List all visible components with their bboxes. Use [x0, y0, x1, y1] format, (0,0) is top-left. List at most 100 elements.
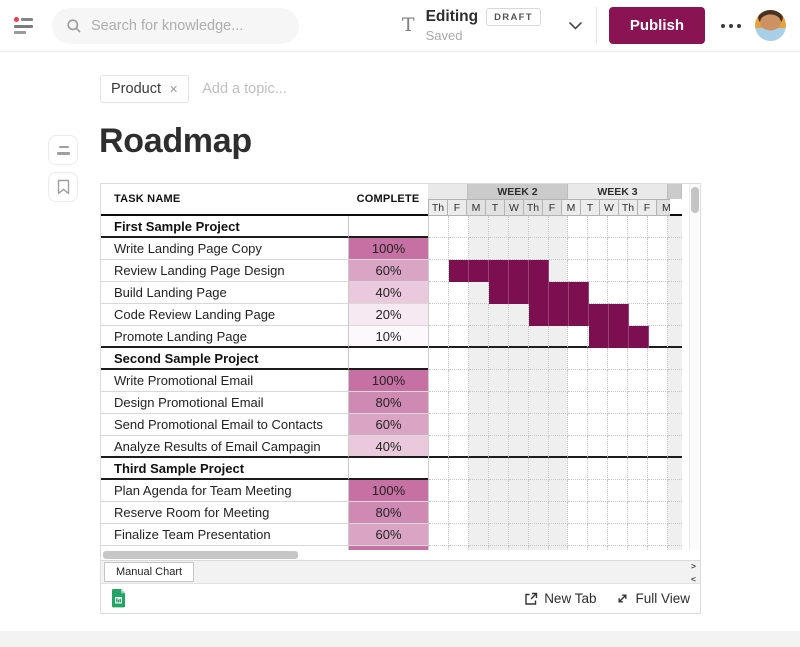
vertical-scrollbar[interactable]: [689, 184, 700, 550]
gantt-cell: [608, 458, 629, 480]
gantt-cell: [449, 546, 469, 550]
topic-row: Product ✕ Add a topic...: [100, 75, 287, 103]
gantt-cell: [648, 282, 669, 304]
gantt-cells: [428, 216, 682, 238]
task-name-cell: Finalize Team Presentation: [101, 524, 348, 546]
gantt-cell: [588, 458, 609, 480]
gantt-cell: [429, 348, 449, 370]
tab-scroll-next-icon[interactable]: >: [691, 561, 696, 571]
gantt-cell: [668, 502, 682, 524]
gantt-cell: [488, 370, 509, 392]
horizontal-scrollbar-thumb[interactable]: [103, 551, 298, 559]
page-title: Roadmap: [99, 122, 252, 160]
gantt-cell: [568, 458, 589, 480]
gantt-cell: [429, 546, 449, 550]
gantt-cell: [468, 348, 489, 370]
gantt-cell: [468, 216, 489, 238]
gantt-cell: [468, 546, 489, 550]
gantt-cell: [628, 282, 649, 304]
task-name-cell: Design Promotional Email: [101, 392, 348, 414]
bookmark-icon: [57, 179, 70, 195]
bookmark-button[interactable]: [48, 172, 78, 202]
gantt-cell: [588, 502, 609, 524]
gantt-cell: [668, 282, 682, 304]
add-topic-input[interactable]: Add a topic...: [202, 81, 287, 97]
sheet-row-task: Review Landing Page Design 60%: [101, 260, 682, 282]
gantt-cell: [608, 260, 629, 282]
tab-scroll-prev-icon[interactable]: <: [691, 573, 696, 584]
task-name-cell: Write Landing Page Copy: [101, 238, 348, 260]
complete-cell: 60%: [348, 524, 428, 546]
sheet-row-task: Plan Agenda for Team Meeting 100%: [101, 480, 682, 502]
gantt-cell: [488, 436, 509, 458]
gantt-cell: [548, 370, 569, 392]
gantt-cell: [448, 282, 469, 304]
gantt-cell: [488, 326, 509, 348]
gantt-cell: [628, 216, 649, 238]
week-band: [428, 184, 468, 199]
gantt-cell: [468, 524, 489, 546]
gantt-cell: [608, 546, 629, 550]
publish-button[interactable]: Publish: [608, 7, 705, 44]
horizontal-scrollbar[interactable]: [101, 550, 700, 560]
gantt-cell: [568, 392, 589, 414]
complete-cell: [348, 216, 428, 238]
complete-cell: 100%: [348, 480, 428, 502]
top-bar: Search for knowledge... T Editing DRAFT …: [0, 0, 800, 52]
gantt-cell: [568, 480, 589, 502]
week-band-week-2: WEEK 2: [468, 184, 568, 199]
gantt-cell: [528, 326, 549, 348]
complete-cell: 80%: [348, 392, 428, 414]
more-options-button[interactable]: [719, 18, 743, 34]
day-header-cell: Th: [428, 199, 448, 216]
new-tab-link[interactable]: New Tab: [524, 591, 596, 606]
search-input[interactable]: Search for knowledge...: [52, 7, 299, 44]
topic-chip-product[interactable]: Product ✕: [100, 75, 190, 103]
tab-manual-chart[interactable]: Manual Chart: [104, 562, 195, 582]
gantt-cell: [608, 370, 629, 392]
complete-cell: 40%: [348, 282, 428, 304]
gantt-cell: [548, 546, 569, 550]
gantt-cell: [488, 524, 509, 546]
sheet-row-section: First Sample Project: [101, 216, 682, 238]
gantt-cell: [429, 502, 449, 524]
day-header-cell: T: [485, 199, 505, 216]
gantt-cells: [428, 304, 682, 326]
menu-icon[interactable]: [14, 17, 34, 34]
gantt-cell: [508, 436, 529, 458]
gantt-cells: [428, 436, 682, 458]
gantt-cell: [448, 524, 469, 546]
vertical-scrollbar-thumb[interactable]: [691, 187, 699, 213]
complete-cell: 20%: [348, 304, 428, 326]
search-icon: [66, 18, 82, 34]
gantt-cell: [588, 392, 609, 414]
gantt-cell: [488, 304, 509, 326]
task-name-cell: Third Sample Project: [101, 458, 348, 480]
gantt-cell: [628, 370, 649, 392]
gantt-cell: [628, 392, 649, 414]
sheet-row-task: Reserve Room for Meeting 80%: [101, 502, 682, 524]
gantt-cell: [448, 458, 469, 480]
gantt-cell: [608, 502, 629, 524]
gantt-cell: [488, 216, 509, 238]
avatar[interactable]: [755, 10, 786, 41]
day-header-cell: F: [542, 199, 562, 216]
full-view-link[interactable]: Full View: [616, 591, 690, 606]
sheet-header: TASK NAME COMPLETE WEEK 2 WEEK 3 Th F M T W Th…: [101, 184, 682, 216]
gantt-cell: [588, 216, 609, 238]
google-sheets-icon: [111, 589, 126, 608]
gantt-cell: [628, 260, 649, 282]
gantt-cell: [668, 370, 682, 392]
task-name-cell: Build Landing Page: [101, 282, 348, 304]
outline-button[interactable]: [48, 135, 78, 165]
gantt-cell: [648, 304, 669, 326]
chevron-down-icon[interactable]: [569, 21, 582, 30]
editing-status-group: T Editing DRAFT Saved: [402, 8, 541, 43]
outline-icon: [56, 145, 70, 155]
topbar-divider: [595, 6, 597, 45]
gantt-cell: [648, 392, 669, 414]
remove-topic-icon[interactable]: ✕: [168, 83, 179, 96]
gantt-cell: [648, 436, 669, 458]
day-header-cell: W: [599, 199, 619, 216]
gantt-cell: [588, 260, 609, 282]
